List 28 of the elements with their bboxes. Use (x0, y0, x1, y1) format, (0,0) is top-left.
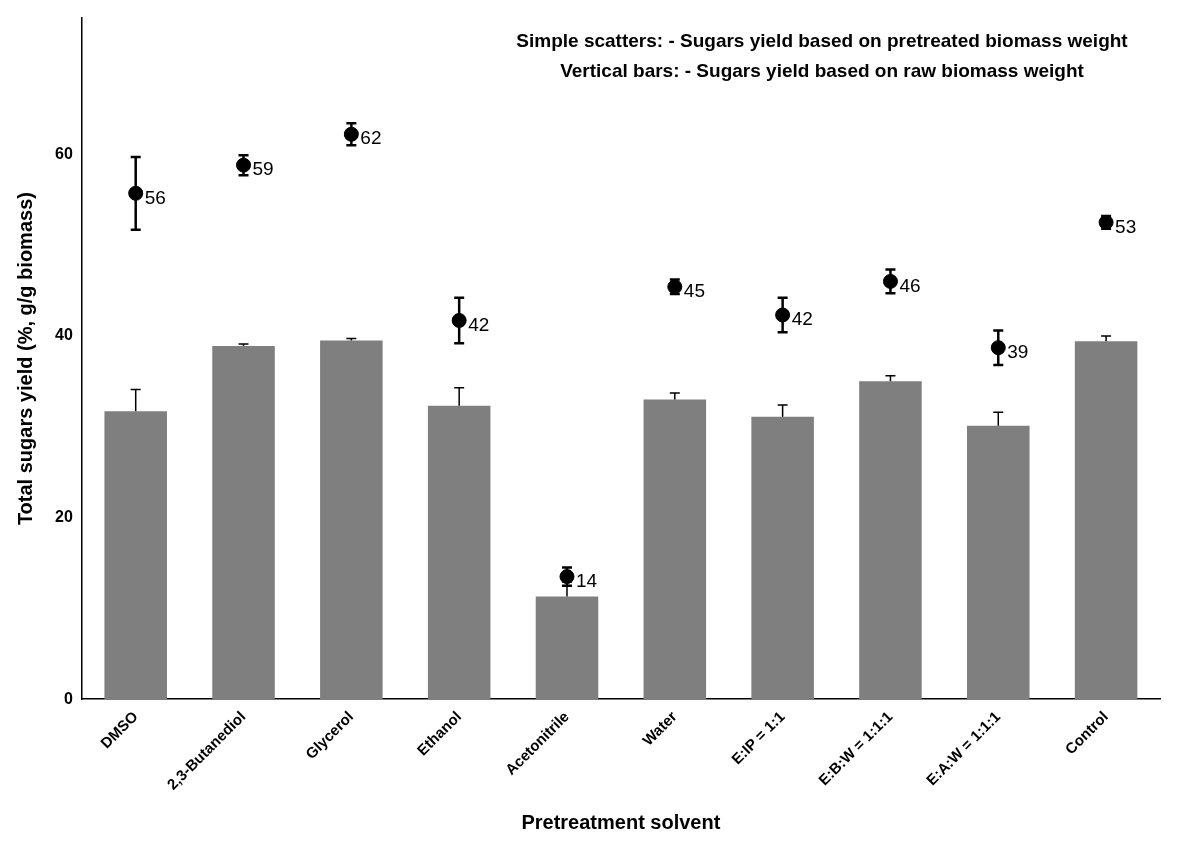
y-tick-label: 20 (55, 507, 73, 525)
bar (643, 399, 707, 700)
data-label: 62 (360, 127, 382, 149)
data-label: 45 (683, 280, 705, 302)
data-label: 56 (144, 186, 166, 208)
data-label: 42 (468, 313, 490, 335)
bar (751, 416, 814, 700)
data-label: 59 (252, 158, 274, 180)
data-label: 46 (899, 274, 921, 296)
annotation: Vertical bars: - Sugars yield based on raw biomass weight (560, 60, 1085, 82)
y-tick-label: 0 (63, 689, 73, 707)
bar (1074, 341, 1138, 700)
annotation: Simple scatters: - Sugars yield based on pretreated biomass weight (516, 30, 1129, 52)
x-axis-title: Pretreatment solvent (521, 810, 721, 833)
bar (104, 411, 167, 700)
bar (859, 381, 922, 700)
data-label: 42 (791, 308, 813, 330)
y-axis-title: Total sugars yield (%, g/g biomass) (13, 192, 36, 526)
y-tick-label: 60 (55, 144, 73, 162)
bar (212, 345, 275, 700)
bar (535, 596, 599, 700)
bar (427, 405, 491, 700)
bar (967, 425, 1030, 700)
data-label: 39 (1007, 340, 1029, 362)
y-tick-label: 40 (55, 326, 73, 344)
bar (320, 340, 383, 700)
data-label: 53 (1115, 215, 1137, 237)
data-label: 14 (575, 569, 598, 591)
